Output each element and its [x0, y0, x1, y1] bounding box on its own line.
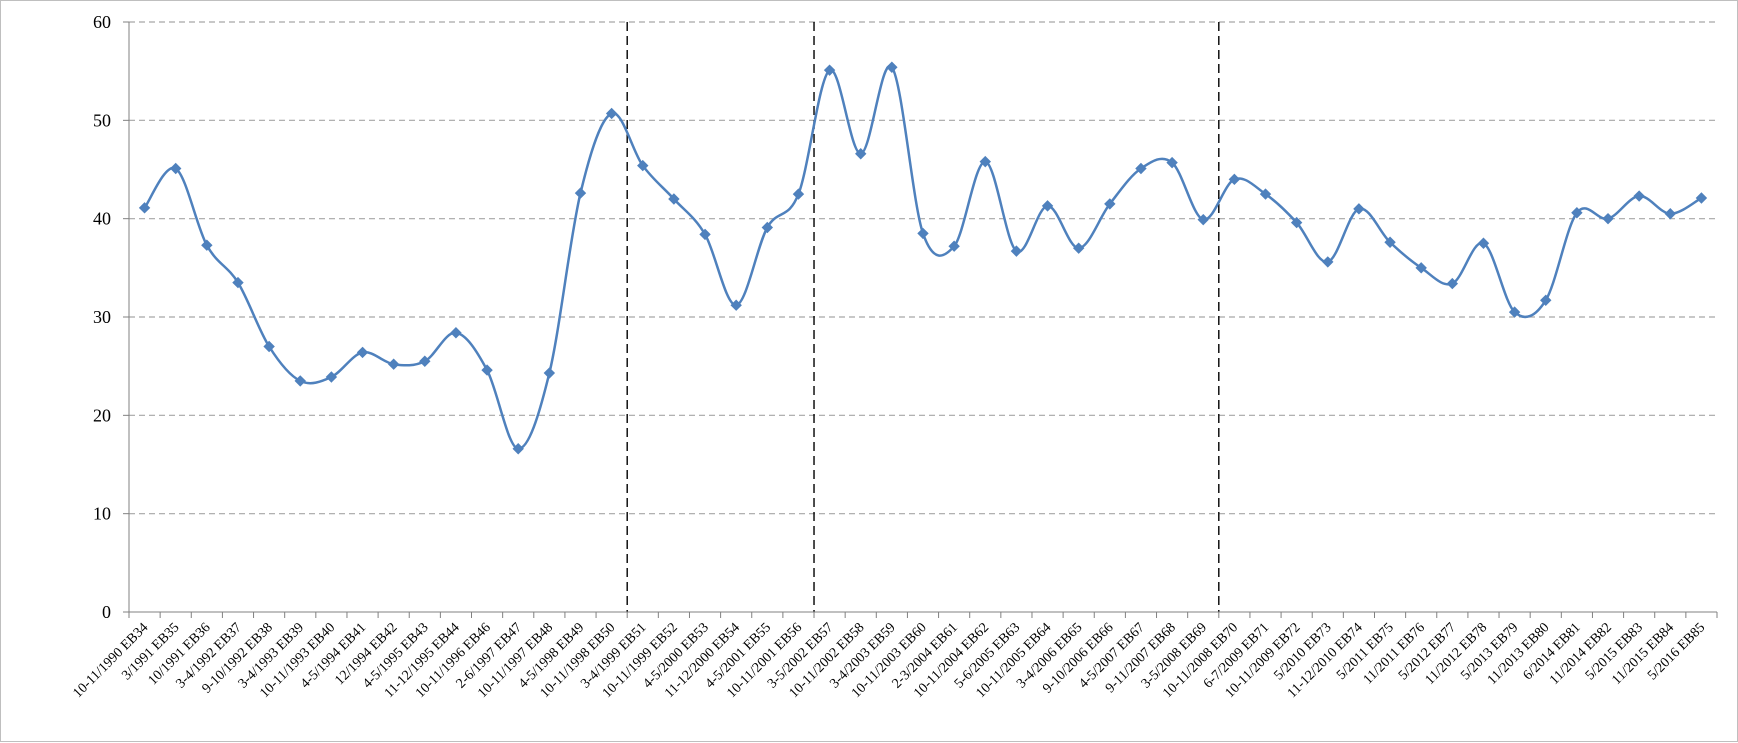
- data-point: [1477, 237, 1490, 249]
- data-point: [1571, 207, 1583, 219]
- data-point: [1446, 277, 1459, 290]
- data-point: [761, 221, 774, 234]
- data-point: [1072, 242, 1085, 254]
- data-point: [1104, 198, 1116, 210]
- data-point: [1415, 262, 1427, 274]
- data-point: [512, 443, 524, 455]
- data-point: [138, 202, 151, 214]
- data-point: [356, 346, 369, 359]
- data-point: [1041, 200, 1054, 212]
- data-point: [1540, 294, 1552, 306]
- data-point: [1135, 162, 1147, 175]
- data-point: [637, 159, 649, 172]
- data-point: [668, 193, 680, 205]
- gridlines: [129, 21, 1717, 515]
- data-point: [1010, 245, 1023, 257]
- y-tick-label: 40: [93, 209, 111, 229]
- data-point: [201, 239, 213, 251]
- data-point: [886, 61, 898, 73]
- series-line: [143, 64, 1703, 451]
- data-point: [1322, 256, 1334, 268]
- data-point: [855, 148, 867, 160]
- data-point: [450, 327, 462, 339]
- data-point: [543, 367, 556, 379]
- data-point: [917, 227, 929, 240]
- data-point: [325, 371, 338, 383]
- data-point: [1228, 173, 1241, 186]
- data-point: [1664, 208, 1677, 220]
- data-points: [138, 61, 1708, 455]
- data-point: [169, 162, 182, 175]
- y-tick-label: 30: [93, 307, 111, 327]
- data-point: [1602, 212, 1614, 225]
- data-point: [1633, 190, 1645, 202]
- data-point: [481, 364, 493, 376]
- y-tick-label: 0: [102, 602, 111, 622]
- y-tick-label: 10: [93, 504, 111, 524]
- data-point: [574, 187, 587, 199]
- data-point: [387, 358, 400, 370]
- y-tick-labels: 0 10 20 30 40 50 60: [93, 12, 111, 622]
- y-tick-label: 60: [93, 12, 111, 32]
- data-point: [1197, 213, 1209, 226]
- y-tick-label: 50: [93, 110, 111, 130]
- data-point: [294, 375, 306, 387]
- data-point: [1384, 236, 1396, 248]
- data-point: [1166, 156, 1178, 169]
- data-point: [823, 64, 836, 76]
- data-point: [948, 240, 960, 252]
- data-point: [1353, 203, 1365, 215]
- data-point: [232, 276, 244, 289]
- data-point: [263, 340, 275, 353]
- y-tick-label: 20: [93, 405, 111, 425]
- data-point: [730, 299, 742, 311]
- data-point: [605, 107, 618, 120]
- data-point: [699, 228, 711, 241]
- data-point: [1695, 192, 1708, 204]
- data-point: [1508, 306, 1521, 318]
- data-point: [1290, 216, 1303, 229]
- data-point: [419, 355, 431, 367]
- data-point: [792, 188, 805, 200]
- data-point: [979, 155, 991, 168]
- data-point: [1259, 188, 1272, 200]
- axes: [123, 21, 1718, 618]
